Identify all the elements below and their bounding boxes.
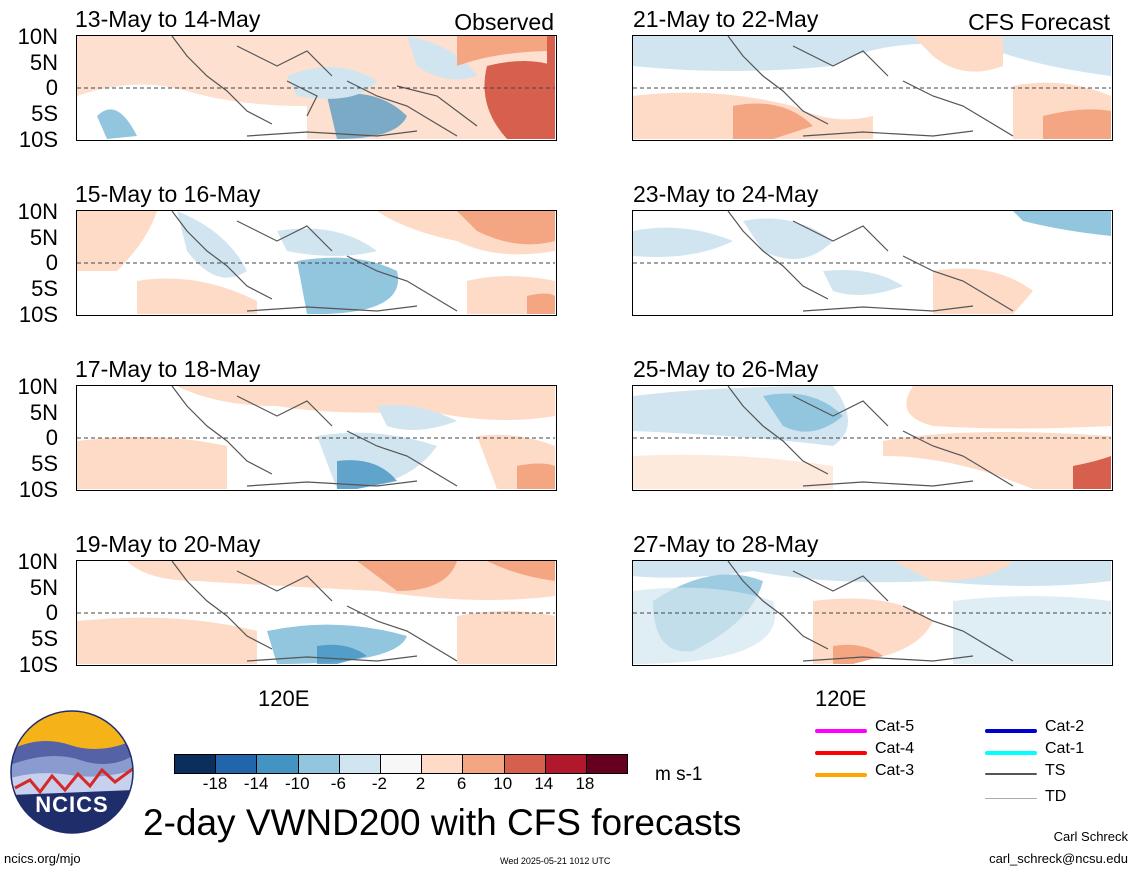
storm-legend: Cat-5 Cat-4 Cat-3 Cat-2 Cat-1 TS TD bbox=[815, 718, 1105, 818]
legend-line-cat4 bbox=[815, 751, 867, 755]
legend-label-cat1: Cat-1 bbox=[1045, 740, 1085, 757]
main-title: 2-day VWND200 with CFS forecasts bbox=[143, 802, 742, 843]
lat-label: 10N bbox=[17, 549, 58, 574]
colorbar-tick-label: 6 bbox=[456, 774, 467, 793]
legend-line-cat5 bbox=[815, 729, 867, 733]
panel-title-obs-1: 13-May to 14-May bbox=[75, 6, 261, 32]
ncics-logo-mark bbox=[10, 710, 134, 834]
map-panel-obs-2 bbox=[76, 210, 557, 316]
legend-label-cat5: Cat-5 bbox=[875, 718, 915, 735]
legend-line-ts bbox=[985, 773, 1037, 775]
lat-label: 5S bbox=[31, 626, 58, 651]
colorbar-swatch bbox=[503, 755, 545, 773]
map-panel-obs-3 bbox=[76, 385, 557, 491]
lat-label: 10S bbox=[18, 302, 58, 327]
panel-title-fcst-2: 23-May to 24-May bbox=[633, 181, 819, 207]
colorbar-tick-label: 2 bbox=[415, 774, 426, 793]
legend-line-td bbox=[985, 798, 1037, 799]
footer-link[interactable]: ncics.org/mjo bbox=[4, 851, 81, 866]
colorbar-swatch bbox=[462, 755, 504, 773]
panel-title-obs-4: 19-May to 20-May bbox=[75, 531, 261, 557]
colorbar-units: m s-1 bbox=[655, 764, 703, 785]
colorbar-tick-label: 10 bbox=[493, 774, 513, 793]
lon-label-left: 120E bbox=[258, 686, 310, 711]
footer-email[interactable]: carl_schreck@ncsu.edu bbox=[989, 851, 1128, 866]
colorbar-swatch bbox=[256, 755, 298, 773]
ncics-logo: NCICS bbox=[10, 710, 134, 834]
colorbar-ticks: -18 -14 -10 -6 -2 2 6 10 14 18 bbox=[174, 774, 626, 796]
lat-label: 5N bbox=[29, 225, 58, 250]
lat-label: 0 bbox=[45, 425, 58, 450]
map-panel-fcst-4 bbox=[632, 560, 1113, 666]
colorbar-swatch bbox=[379, 755, 422, 773]
footer-author: Carl Schreck bbox=[1053, 829, 1128, 844]
lat-label: 0 bbox=[45, 75, 58, 100]
map-panel-fcst-3 bbox=[632, 385, 1113, 491]
lat-label: 5N bbox=[29, 575, 58, 600]
colorbar-tick-label: 14 bbox=[534, 774, 554, 793]
colorbar-swatch bbox=[175, 755, 216, 773]
colorbar-swatch bbox=[215, 755, 257, 773]
legend-line-cat2 bbox=[985, 729, 1037, 733]
forecast-label: CFS Forecast bbox=[968, 9, 1110, 35]
legend-label-ts: TS bbox=[1045, 762, 1066, 779]
lat-label: 5N bbox=[29, 50, 58, 75]
colorbar-swatch bbox=[544, 755, 586, 773]
panel-title-obs-3: 17-May to 18-May bbox=[75, 356, 261, 382]
lat-label: 5S bbox=[31, 276, 58, 301]
map-panel-fcst-2 bbox=[632, 210, 1113, 316]
legend-line-cat1 bbox=[985, 751, 1037, 755]
colorbar bbox=[174, 754, 628, 774]
panel-title-fcst-4: 27-May to 28-May bbox=[633, 531, 819, 557]
legend-label-td: TD bbox=[1045, 788, 1067, 805]
lat-label: 10S bbox=[18, 477, 58, 502]
logo-text: NCICS bbox=[35, 792, 109, 817]
colorbar-swatch bbox=[585, 755, 628, 773]
colorbar-tick-label: -14 bbox=[243, 774, 269, 793]
lat-label: 10N bbox=[17, 199, 58, 224]
observed-label: Observed bbox=[454, 9, 554, 35]
lat-label: 10N bbox=[17, 24, 58, 49]
panel-title-obs-2: 15-May to 16-May bbox=[75, 181, 261, 207]
lon-label-right: 120E bbox=[815, 686, 867, 711]
colorbar-swatch bbox=[421, 755, 463, 773]
colorbar-swatch bbox=[297, 755, 339, 773]
colorbar-tick-label: 18 bbox=[575, 774, 595, 793]
lat-label: 5S bbox=[31, 451, 58, 476]
legend-label-cat3: Cat-3 bbox=[875, 762, 915, 779]
lat-label: 10S bbox=[18, 127, 58, 152]
lat-label: 0 bbox=[45, 250, 58, 275]
legend-label-cat4: Cat-4 bbox=[875, 740, 915, 757]
colorbar-tick-label: -18 bbox=[202, 774, 228, 793]
colorbar-tick-label: -2 bbox=[371, 774, 388, 793]
colorbar-tick-label: -10 bbox=[284, 774, 310, 793]
legend-line-cat3 bbox=[815, 773, 867, 777]
lat-label: 10S bbox=[18, 652, 58, 677]
map-panel-obs-4 bbox=[76, 560, 557, 666]
lat-label: 10N bbox=[17, 374, 58, 399]
panel-title-fcst-3: 25-May to 26-May bbox=[633, 356, 819, 382]
lat-label: 5N bbox=[29, 400, 58, 425]
legend-label-cat2: Cat-2 bbox=[1045, 718, 1085, 735]
map-panel-obs-1 bbox=[76, 35, 557, 141]
footer-timestamp: Wed 2025-05-21 1012 UTC bbox=[500, 856, 611, 866]
lat-label: 5S bbox=[31, 101, 58, 126]
colorbar-swatch bbox=[338, 755, 380, 773]
colorbar-tick-label: -6 bbox=[330, 774, 346, 793]
panel-title-fcst-1: 21-May to 22-May bbox=[633, 6, 819, 32]
map-panel-fcst-1 bbox=[632, 35, 1113, 141]
lat-label: 0 bbox=[45, 600, 58, 625]
